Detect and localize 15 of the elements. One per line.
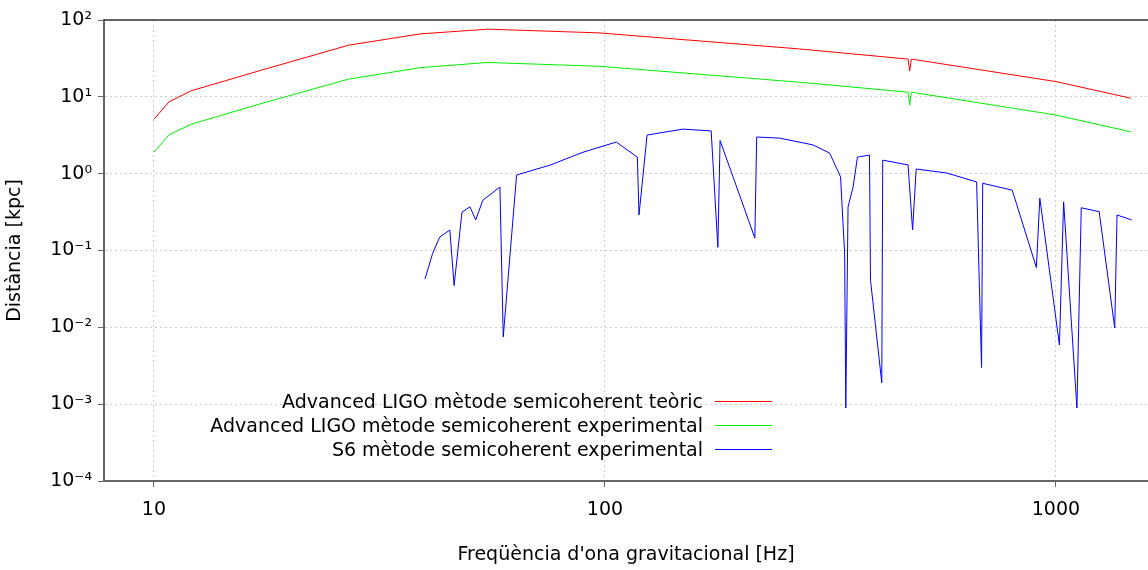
legend-label: S6 mètode semicoherent experimental bbox=[330, 438, 703, 460]
legend-label: Advanced LIGO mètode semicoherent teòric bbox=[281, 390, 703, 412]
y-tick-label: 10² bbox=[60, 6, 92, 29]
y-tick-label: 10⁰ bbox=[60, 160, 92, 183]
y-tick-label: 10¹ bbox=[60, 83, 92, 106]
y-tick-label: 10⁻⁴ bbox=[50, 467, 93, 490]
y-tick-label: 10⁻³ bbox=[50, 391, 92, 414]
legend-label: Advanced LIGO mètode semicoherent experimental bbox=[210, 414, 703, 436]
y-tick-label: 10⁻¹ bbox=[50, 237, 92, 260]
x-axis-title: Freqüència d'ona gravitacional [Hz] bbox=[457, 541, 795, 564]
y-tick-label: 10⁻² bbox=[50, 314, 92, 337]
x-tick-label: 1000 bbox=[1031, 497, 1081, 520]
x-tick-label: 10 bbox=[141, 497, 167, 520]
y-axis-title: Distància [kpc] bbox=[2, 179, 25, 322]
x-tick-label: 100 bbox=[586, 497, 624, 520]
